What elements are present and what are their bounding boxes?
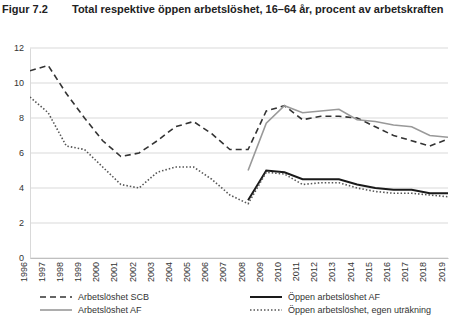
x-tick: 2016 xyxy=(382,258,394,282)
legend-swatch xyxy=(250,309,282,311)
series-line xyxy=(30,97,448,204)
grid-line xyxy=(30,258,448,259)
subtitle-line: Total respektive öppen arbetslöshet, 16–… xyxy=(72,3,444,15)
subtitle: Total respektive öppen arbetslöshet, 16–… xyxy=(72,3,444,15)
grid-line xyxy=(30,223,448,224)
x-tick-label: 2003 xyxy=(146,262,156,282)
x-tick-label: 2015 xyxy=(364,262,374,282)
y-tick-label: 0 xyxy=(19,253,24,263)
x-tick: 2004 xyxy=(164,258,176,282)
x-tick: 1997 xyxy=(37,258,49,282)
y-tick: 4 xyxy=(19,183,30,193)
x-tick-label: 2011 xyxy=(291,262,301,281)
x-tick: 2002 xyxy=(128,258,140,282)
grid xyxy=(30,48,448,258)
x-tick: 2012 xyxy=(309,258,321,282)
plot: 0 2 4 6 8 10 12 1996 1997 1998 1999 2000 2001 2002 200… xyxy=(14,43,449,282)
grid-line xyxy=(30,48,448,49)
legend-label: Arbetslöshet AF xyxy=(78,305,142,315)
x-tick: 2005 xyxy=(182,258,194,282)
legend-item: Arbetslöshet AF xyxy=(40,305,142,315)
y-tick: 10 xyxy=(14,78,30,88)
lines xyxy=(30,66,448,204)
legend-swatch xyxy=(250,296,282,298)
x-tick-label: 2019 xyxy=(437,262,447,282)
y-tick: 2 xyxy=(19,218,30,228)
legend-item: Arbetslöshet SCB xyxy=(40,292,149,302)
y-tick: 0 xyxy=(19,253,30,263)
y-tick: 6 xyxy=(19,148,30,158)
legend-swatch xyxy=(40,296,72,298)
series-line xyxy=(248,106,448,171)
x-tick: 2001 xyxy=(109,258,121,282)
x-tick-label: 2001 xyxy=(109,262,119,282)
series-line xyxy=(30,66,448,157)
legend-swatch xyxy=(40,309,72,311)
x-tick-label: 2013 xyxy=(327,262,337,282)
x-tick: 1996 xyxy=(19,258,31,282)
x-tick: 1999 xyxy=(73,258,85,282)
y-tick-label: 6 xyxy=(19,148,24,158)
x-tick: 2014 xyxy=(346,258,358,282)
x-tick: 2003 xyxy=(146,258,158,282)
legend-item: Öppen arbetslöshet, egen uträkning xyxy=(250,305,431,315)
x-tick-label: 1997 xyxy=(37,262,47,282)
x-tick-label: 2002 xyxy=(128,262,138,282)
y-axis-line xyxy=(30,49,31,259)
legend: Arbetslöshet SCB Öppen arbetslöshet AF Arb… xyxy=(40,292,431,315)
y-tick-label: 4 xyxy=(19,183,24,193)
x-tick: 2015 xyxy=(364,258,376,282)
x-tick-label: 2006 xyxy=(200,262,210,282)
y-tick-label: 10 xyxy=(14,78,24,88)
x-tick-label: 2008 xyxy=(237,262,247,282)
x-tick: 2019 xyxy=(437,258,449,282)
x-tick: 2008 xyxy=(237,258,249,282)
y-tick-label: 8 xyxy=(19,113,24,123)
x-tick: 2011 xyxy=(291,258,303,281)
x-tick-label: 1998 xyxy=(55,262,65,282)
chart: Figur 7.2 Total respektive öppen arbetslö… xyxy=(0,0,458,320)
grid-line xyxy=(30,118,448,119)
x-tick-label: 2000 xyxy=(91,262,101,282)
x-tick: 1998 xyxy=(55,258,67,282)
x-tick-label: 2018 xyxy=(418,262,428,282)
y-tick-label: 2 xyxy=(19,218,24,228)
x-tick-label: 2017 xyxy=(400,262,410,282)
x-tick: 2013 xyxy=(327,258,339,282)
x-tick: 2010 xyxy=(273,258,285,282)
x-tick-label: 2016 xyxy=(382,262,392,282)
x-tick: 2018 xyxy=(418,258,430,282)
x-tick-label: 2010 xyxy=(273,262,283,282)
legend-label: Öppen arbetslöshet AF xyxy=(288,292,381,302)
y-axis: 0 2 4 6 8 10 12 xyxy=(14,43,31,263)
x-tick: 2000 xyxy=(91,258,103,282)
x-tick: 2006 xyxy=(200,258,212,282)
x-tick: 2017 xyxy=(400,258,412,282)
series-line xyxy=(248,171,448,201)
legend-label: Arbetslöshet SCB xyxy=(78,292,149,302)
title: Figur 7.2 xyxy=(2,3,48,15)
legend-item: Öppen arbetslöshet AF xyxy=(250,292,381,302)
x-tick: 2009 xyxy=(255,258,267,282)
x-tick-label: 2007 xyxy=(218,262,228,282)
x-tick-label: 2009 xyxy=(255,262,265,282)
legend-label: Öppen arbetslöshet, egen uträkning xyxy=(288,305,431,315)
x-tick-label: 2012 xyxy=(309,262,319,282)
x-tick: 2007 xyxy=(218,258,230,282)
x-axis-line xyxy=(31,258,449,259)
x-tick-label: 2005 xyxy=(182,262,192,282)
x-tick-label: 2004 xyxy=(164,262,174,282)
grid-line xyxy=(30,83,448,84)
grid-line xyxy=(30,153,448,154)
x-tick-label: 1996 xyxy=(19,262,29,282)
y-tick-label: 12 xyxy=(14,43,24,53)
x-axis: 1996 1997 1998 1999 2000 2001 2002 2003 2004 2005… xyxy=(19,258,449,282)
y-tick: 12 xyxy=(14,43,30,53)
x-tick-label: 2014 xyxy=(346,262,356,282)
y-tick: 8 xyxy=(19,113,30,123)
x-tick-label: 1999 xyxy=(73,262,83,282)
